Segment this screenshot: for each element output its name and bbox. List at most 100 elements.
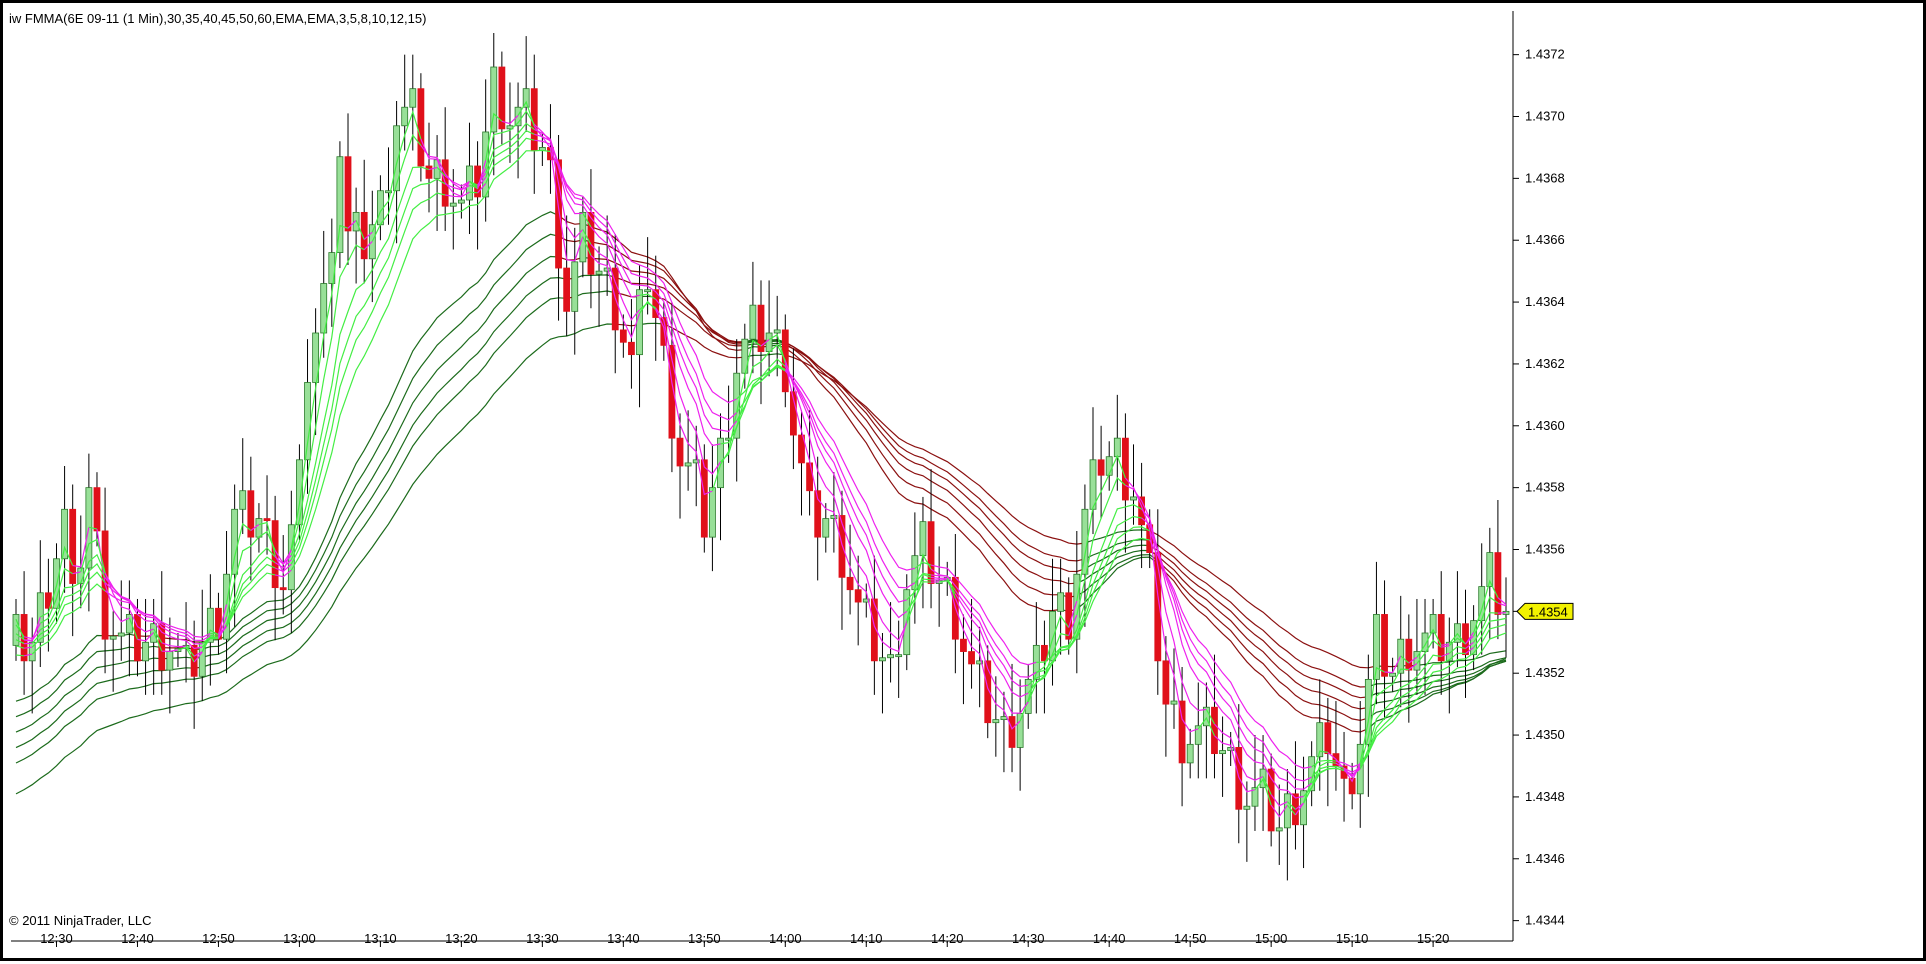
y-tick-label: 1.4358: [1525, 480, 1565, 495]
candle-down: [1325, 723, 1331, 754]
candle-down: [969, 652, 975, 664]
slow-ema-30: [1077, 557, 1158, 609]
x-tick-label: 14:30: [1012, 931, 1045, 946]
x-tick-label: 14:00: [769, 931, 802, 946]
y-tick-label: 1.4372: [1525, 47, 1565, 62]
x-tick-label: 12:50: [202, 931, 235, 946]
candle-up: [766, 333, 772, 352]
candle-up: [1284, 794, 1290, 828]
x-tick-label: 13:00: [283, 931, 316, 946]
x-tick-label: 14:20: [931, 931, 964, 946]
candle-up: [1187, 744, 1193, 763]
slow-ema-40: [1368, 661, 1506, 707]
candle-up: [1220, 751, 1226, 754]
candle-down: [1163, 661, 1169, 704]
fast-ema-10: [931, 580, 947, 581]
candle-up: [596, 271, 602, 274]
x-tick-label: 13:40: [607, 931, 640, 946]
candle-up: [377, 191, 383, 225]
candle-up: [888, 655, 894, 658]
candle-up: [879, 658, 885, 661]
candle-up: [491, 67, 497, 132]
slow-ema-30: [210, 212, 558, 640]
y-tick-label: 1.4362: [1525, 356, 1565, 371]
candle-down: [418, 89, 424, 166]
candle-up: [256, 519, 262, 538]
slow-ema-50: [1150, 540, 1369, 687]
fast-ema-5: [162, 643, 186, 647]
last-price-label: 1.4354: [1528, 604, 1568, 619]
candle-down: [855, 590, 861, 602]
candle-up: [1106, 457, 1112, 476]
slow-ema-60: [640, 323, 664, 324]
candle-up: [750, 305, 756, 339]
x-tick-label: 13:20: [445, 931, 478, 946]
candle-up: [572, 262, 578, 311]
y-tick-label: 1.4360: [1525, 418, 1565, 433]
candle-up: [1244, 806, 1250, 809]
fast-ema-5: [1474, 597, 1498, 636]
x-tick-label: 14:10: [850, 931, 883, 946]
candle-up: [637, 290, 643, 355]
slow-ema-35: [559, 236, 583, 241]
slow-ema-40: [559, 257, 583, 260]
slow-ema-45: [1368, 660, 1506, 697]
candle-up: [1228, 747, 1234, 750]
slow-ema-40: [170, 657, 194, 658]
slow-ema-50: [785, 345, 1085, 561]
candle-down: [1463, 624, 1469, 655]
candle-up: [1390, 673, 1396, 676]
candle-up: [232, 509, 238, 574]
candle-up: [305, 382, 311, 459]
candle-down: [264, 519, 270, 521]
candle-up: [1090, 460, 1096, 509]
price-chart[interactable]: 1.43441.43461.43481.43501.43521.43541.43…: [3, 3, 1926, 964]
slow-ema-50: [575, 291, 615, 297]
candle-up: [709, 488, 715, 537]
candle-down: [94, 488, 100, 531]
y-tick-label: 1.4370: [1525, 109, 1565, 124]
candle-down: [345, 157, 351, 231]
x-tick-label: 15:20: [1417, 931, 1450, 946]
candle-up: [118, 633, 124, 636]
candle-up: [1058, 593, 1064, 612]
y-tick-label: 1.4346: [1525, 851, 1565, 866]
candle-up: [240, 491, 246, 510]
candle-down: [426, 166, 432, 178]
last-price-marker: 1.4354: [1517, 603, 1573, 619]
fast-ema-5: [785, 360, 907, 640]
fast-ema-3: [1125, 478, 1198, 732]
indicator-title: iw FMMA(6E 09-11 (1 Min),30,35,40,45,50,…: [9, 11, 426, 26]
candle-down: [1066, 593, 1072, 639]
fast-ema-15: [16, 655, 24, 656]
candle-down: [847, 577, 853, 589]
candle-up: [993, 720, 999, 723]
candle-down: [807, 463, 813, 491]
candle-up: [604, 268, 610, 271]
candle-up: [1131, 497, 1137, 500]
candle-down: [1382, 614, 1388, 676]
slow-ema-50: [1085, 540, 1150, 559]
x-tick-label: 15:10: [1336, 931, 1369, 946]
x-tick-label: 14:40: [1093, 931, 1126, 946]
candle-up: [1114, 438, 1120, 457]
candle-down: [960, 639, 966, 651]
y-tick-label: 1.4344: [1525, 913, 1565, 928]
candle-up: [823, 519, 829, 538]
y-tick-label: 1.4348: [1525, 789, 1565, 804]
candle-up: [774, 330, 780, 333]
candle-down: [1438, 614, 1444, 660]
x-tick-label: 12:30: [40, 931, 73, 946]
slow-ema-60: [785, 355, 1085, 544]
candle-up: [645, 290, 651, 292]
fast-ema-15: [291, 150, 550, 570]
y-tick-label: 1.4368: [1525, 170, 1565, 185]
candle-down: [1406, 639, 1412, 670]
x-tick-label: 13:50: [688, 931, 721, 946]
x-tick-label: 13:10: [364, 931, 397, 946]
candle-up: [483, 132, 489, 197]
candle-up: [143, 642, 149, 661]
candle-down: [701, 460, 707, 537]
candle-up: [402, 107, 408, 126]
y-tick-label: 1.4352: [1525, 665, 1565, 680]
